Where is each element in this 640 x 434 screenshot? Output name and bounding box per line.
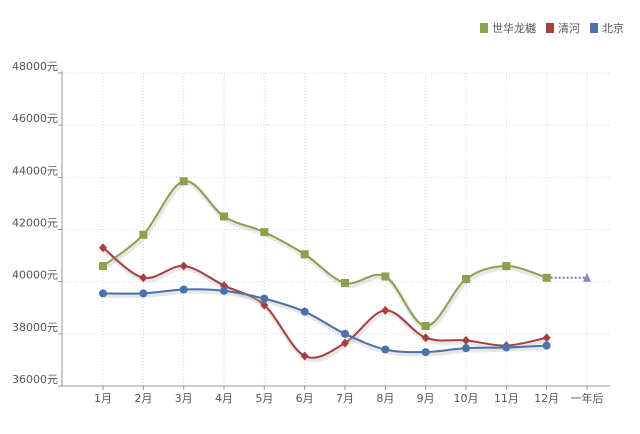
x-tick-label: 5月 — [255, 392, 273, 405]
x-tick-label: 7月 — [336, 392, 354, 405]
data-point — [381, 305, 390, 315]
x-tick-label: 6月 — [296, 392, 314, 405]
x-tick-label: 4月 — [215, 392, 233, 405]
data-point — [220, 212, 228, 221]
x-tick-label: 9月 — [417, 392, 435, 405]
data-point — [502, 343, 511, 352]
legend-item-series-3[interactable]: 北京 — [590, 20, 624, 36]
legend-swatch-series-3 — [590, 23, 598, 33]
data-point — [300, 351, 309, 361]
data-point — [139, 230, 148, 239]
data-point — [99, 289, 107, 298]
data-point — [139, 273, 148, 283]
data-point — [99, 262, 107, 271]
y-tick-label: 46000元 — [12, 112, 58, 125]
y-tick-label: 42000元 — [12, 217, 58, 230]
x-tick-label: 11月 — [494, 392, 519, 405]
forecast-marker — [583, 272, 591, 282]
data-point — [300, 307, 309, 316]
legend-label-series-1: 世华龙樾 — [492, 22, 536, 35]
series-line-2 — [102, 246, 547, 359]
data-point — [462, 335, 470, 345]
data-point — [341, 329, 349, 338]
data-point — [179, 177, 188, 186]
data-point — [260, 300, 269, 310]
data-point — [139, 289, 148, 298]
series-shadow — [102, 180, 549, 331]
y-tick-label: 36000元 — [12, 373, 58, 386]
legend-swatch-series-2 — [546, 23, 554, 33]
legend: 世华龙樾 清河 北京 — [480, 20, 624, 36]
legend-label-series-2: 清河 — [558, 22, 580, 35]
x-tick-label: 3月 — [175, 392, 193, 405]
data-point — [179, 285, 188, 294]
data-point — [381, 345, 390, 354]
x-tick-label: 2月 — [134, 392, 152, 405]
data-point — [502, 262, 511, 271]
x-tick-label: 1月 — [94, 392, 112, 405]
data-point — [462, 275, 470, 284]
legend-swatch-series-1 — [480, 23, 488, 33]
legend-item-series-2[interactable]: 清河 — [546, 20, 580, 36]
x-tick-label: 10月 — [454, 392, 479, 405]
series-line-1 — [102, 180, 547, 328]
data-point — [300, 250, 309, 259]
y-tick-label: 40000元 — [12, 269, 58, 282]
data-point — [542, 341, 551, 350]
data-point — [381, 272, 390, 281]
legend-label-series-3: 北京 — [602, 22, 624, 35]
y-tick-label: 44000元 — [12, 164, 58, 177]
y-tick-label: 38000元 — [12, 321, 58, 334]
data-point — [99, 243, 107, 253]
data-point — [421, 348, 430, 357]
data-point — [220, 286, 228, 295]
data-point — [421, 322, 430, 331]
y-tick-label: 48000元 — [12, 60, 58, 73]
data-point — [421, 333, 430, 343]
data-point — [260, 228, 269, 237]
x-tick-label: 一年后 — [571, 391, 604, 405]
data-point — [341, 278, 349, 287]
data-point — [542, 333, 551, 343]
x-tick-label: 12月 — [534, 392, 559, 405]
data-point — [341, 338, 349, 348]
data-point — [179, 261, 188, 271]
data-point — [462, 344, 470, 353]
data-point — [260, 294, 269, 303]
legend-item-series-1[interactable]: 世华龙樾 — [480, 20, 536, 36]
data-point — [542, 273, 551, 282]
x-tick-label: 8月 — [376, 392, 394, 405]
